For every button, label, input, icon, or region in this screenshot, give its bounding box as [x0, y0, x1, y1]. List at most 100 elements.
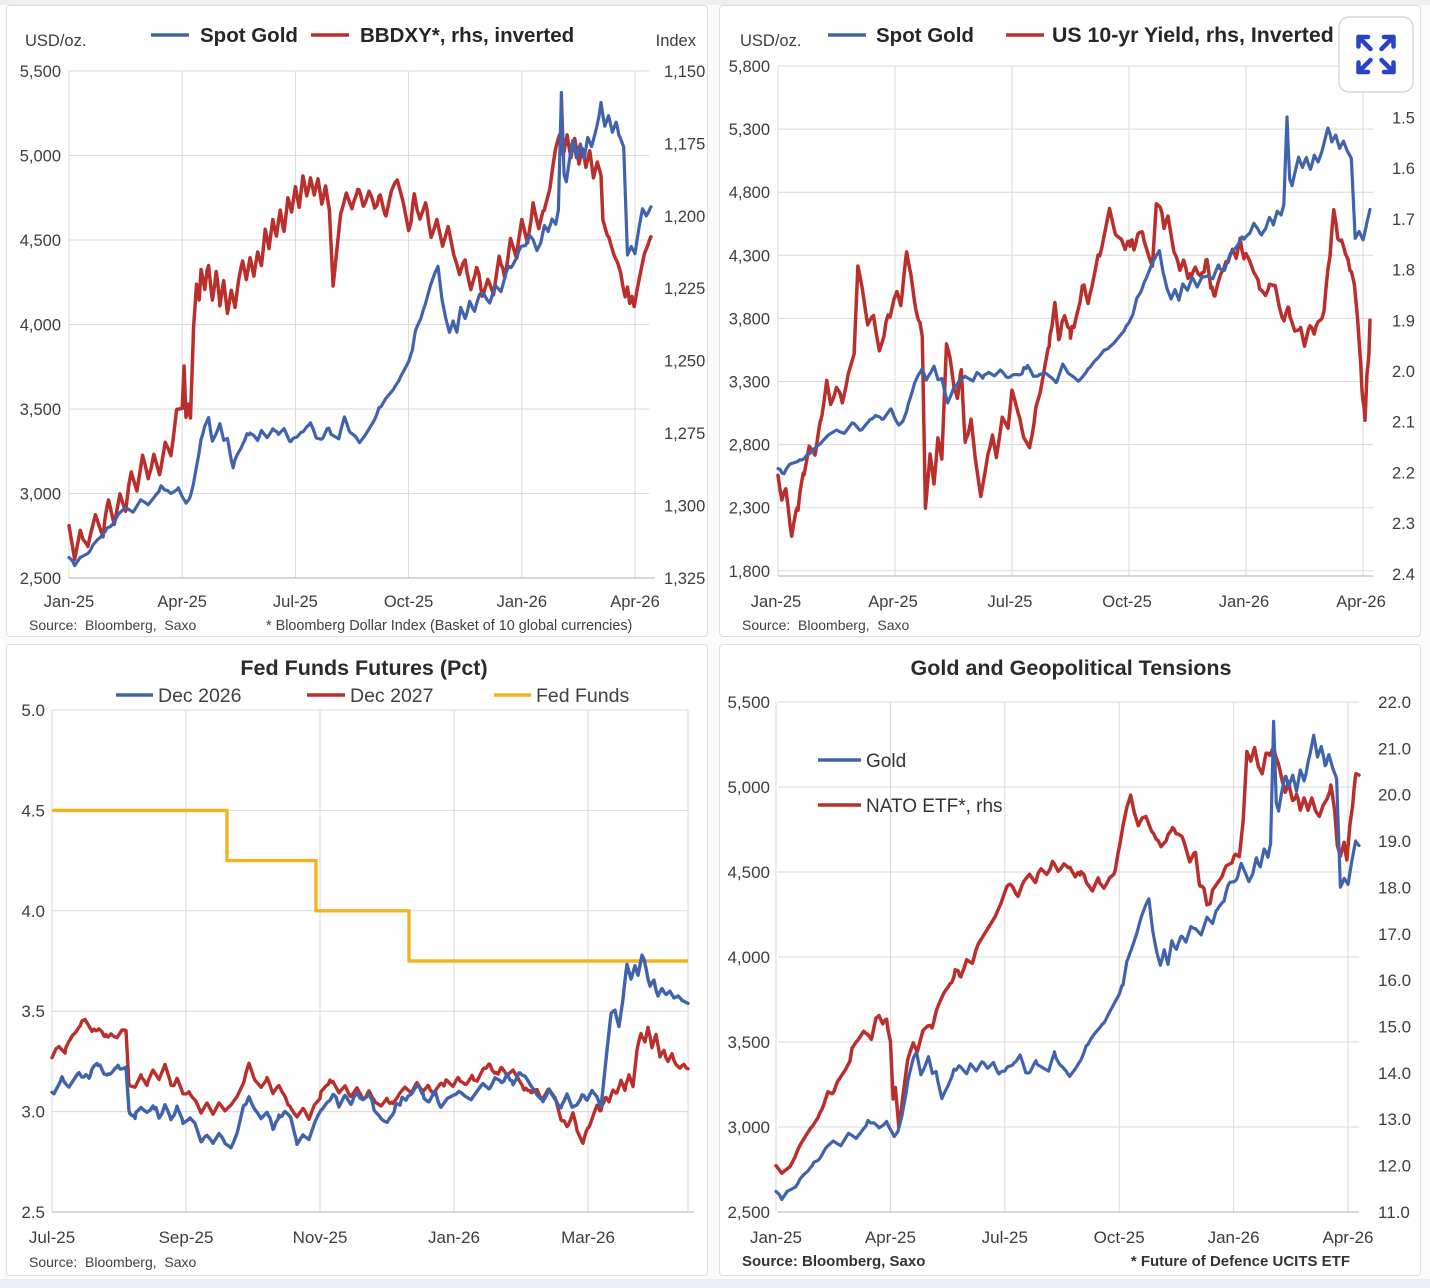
- svg-text:Apr-25: Apr-25: [865, 1228, 916, 1247]
- svg-text:5,000: 5,000: [727, 778, 770, 797]
- svg-text:4,800: 4,800: [729, 184, 770, 202]
- svg-text:Apr-26: Apr-26: [1336, 593, 1386, 611]
- svg-text:18.0: 18.0: [1378, 878, 1411, 897]
- svg-text:5,300: 5,300: [729, 121, 770, 139]
- svg-text:4.0: 4.0: [21, 902, 45, 921]
- svg-text:1,800: 1,800: [729, 563, 770, 581]
- svg-text:Jan-26: Jan-26: [428, 1228, 480, 1247]
- svg-text:* Bloomberg Dollar Index (Bask: * Bloomberg Dollar Index (Basket of 10 g…: [266, 618, 632, 634]
- svg-text:5,000: 5,000: [20, 148, 61, 166]
- svg-text:15.0: 15.0: [1378, 1018, 1411, 1037]
- svg-text:4,500: 4,500: [20, 232, 61, 250]
- svg-text:5.0: 5.0: [21, 701, 45, 720]
- svg-text:1.8: 1.8: [1392, 262, 1415, 280]
- svg-text:NATO ETF*, rhs: NATO ETF*, rhs: [866, 796, 1003, 817]
- svg-text:2,300: 2,300: [729, 500, 770, 518]
- svg-text:16.0: 16.0: [1378, 971, 1411, 990]
- svg-text:Apr-26: Apr-26: [610, 593, 660, 611]
- svg-text:Jan-25: Jan-25: [44, 593, 94, 611]
- svg-text:2.5: 2.5: [21, 1203, 45, 1222]
- svg-text:1,325: 1,325: [664, 570, 705, 588]
- svg-text:13.0: 13.0: [1378, 1110, 1411, 1129]
- svg-text:Spot Gold: Spot Gold: [876, 24, 974, 47]
- svg-text:11.0: 11.0: [1378, 1203, 1410, 1222]
- svg-text:Jul-25: Jul-25: [988, 593, 1033, 611]
- svg-text:5,500: 5,500: [20, 63, 61, 81]
- svg-text:1.7: 1.7: [1392, 211, 1415, 229]
- svg-text:2,500: 2,500: [20, 570, 61, 588]
- svg-text:Index: Index: [656, 32, 697, 50]
- svg-text:17.0: 17.0: [1378, 925, 1411, 944]
- svg-text:3.5: 3.5: [21, 1002, 45, 1021]
- svg-text:1.5: 1.5: [1392, 110, 1415, 128]
- svg-text:4,500: 4,500: [727, 863, 770, 882]
- svg-text:* Future of Defence UCITS ETF: * Future of Defence UCITS ETF: [1131, 1253, 1350, 1270]
- svg-text:3,000: 3,000: [727, 1118, 770, 1137]
- svg-text:2,500: 2,500: [727, 1203, 770, 1222]
- svg-text:20.0: 20.0: [1378, 786, 1411, 805]
- svg-text:Source: Bloomberg, Saxo: Source: Bloomberg, Saxo: [29, 1254, 197, 1270]
- svg-text:Mar-26: Mar-26: [561, 1228, 615, 1247]
- svg-text:Source: Bloomberg, Saxo: Source: Bloomberg, Saxo: [29, 617, 197, 633]
- svg-text:3,800: 3,800: [729, 310, 770, 328]
- svg-text:Gold: Gold: [866, 751, 906, 772]
- svg-text:1,225: 1,225: [664, 280, 705, 298]
- svg-text:Jan-25: Jan-25: [750, 1228, 802, 1247]
- svg-text:Jan-25: Jan-25: [751, 593, 801, 611]
- svg-text:Jul-25: Jul-25: [982, 1228, 1028, 1247]
- svg-text:Apr-26: Apr-26: [1322, 1228, 1373, 1247]
- svg-text:Jan-26: Jan-26: [497, 593, 547, 611]
- svg-text:Spot Gold: Spot Gold: [200, 24, 298, 47]
- svg-text:Fed Funds: Fed Funds: [536, 685, 629, 707]
- svg-text:1,275: 1,275: [664, 425, 705, 443]
- svg-text:1.9: 1.9: [1392, 312, 1415, 330]
- svg-text:4,300: 4,300: [729, 247, 770, 265]
- svg-text:Apr-25: Apr-25: [157, 593, 207, 611]
- svg-text:Apr-25: Apr-25: [868, 593, 918, 611]
- svg-text:Oct-25: Oct-25: [384, 593, 434, 611]
- svg-text:3.0: 3.0: [21, 1103, 45, 1122]
- svg-text:Nov-25: Nov-25: [293, 1228, 348, 1247]
- svg-text:Dec 2026: Dec 2026: [158, 685, 241, 707]
- svg-text:Jul-25: Jul-25: [273, 593, 318, 611]
- svg-text:5,500: 5,500: [727, 693, 770, 712]
- svg-text:Jul-25: Jul-25: [29, 1228, 75, 1247]
- svg-text:5,800: 5,800: [729, 58, 770, 76]
- svg-text:2.2: 2.2: [1392, 464, 1415, 482]
- svg-text:4.5: 4.5: [21, 801, 45, 820]
- svg-text:1,300: 1,300: [664, 497, 705, 515]
- svg-text:Fed Funds Futures (Pct): Fed Funds Futures (Pct): [240, 656, 487, 680]
- svg-text:4,000: 4,000: [727, 948, 770, 967]
- svg-text:Gold and Geopolitical Tensions: Gold and Geopolitical Tensions: [911, 656, 1232, 680]
- svg-text:Sep-25: Sep-25: [159, 1228, 214, 1247]
- svg-text:2.1: 2.1: [1392, 414, 1415, 432]
- svg-text:2.3: 2.3: [1392, 515, 1415, 533]
- svg-text:BBDXY*, rhs, inverted: BBDXY*, rhs, inverted: [360, 24, 574, 47]
- svg-text:1,250: 1,250: [664, 353, 705, 371]
- svg-text:3,300: 3,300: [729, 374, 770, 392]
- svg-text:US 10-yr Yield, rhs, Inverted: US 10-yr Yield, rhs, Inverted: [1052, 23, 1334, 47]
- svg-text:Source: Bloomberg, Saxo: Source: Bloomberg, Saxo: [742, 1253, 925, 1270]
- svg-text:USD/oz.: USD/oz.: [25, 32, 86, 50]
- svg-text:3,500: 3,500: [20, 401, 61, 419]
- svg-text:22.0: 22.0: [1378, 693, 1411, 712]
- svg-text:Jan-26: Jan-26: [1208, 1228, 1260, 1247]
- svg-text:Source: Bloomberg, Saxo: Source: Bloomberg, Saxo: [742, 617, 910, 633]
- svg-text:Oct-25: Oct-25: [1094, 1228, 1145, 1247]
- svg-text:USD/oz.: USD/oz.: [740, 32, 801, 50]
- svg-text:3,000: 3,000: [20, 486, 61, 504]
- svg-text:Jan-26: Jan-26: [1219, 593, 1269, 611]
- svg-text:Dec 2027: Dec 2027: [350, 685, 433, 707]
- svg-text:14.0: 14.0: [1378, 1064, 1411, 1083]
- svg-text:4,000: 4,000: [20, 317, 61, 335]
- svg-text:1,150: 1,150: [664, 63, 705, 81]
- svg-text:21.0: 21.0: [1378, 739, 1411, 758]
- svg-text:2.0: 2.0: [1392, 363, 1415, 381]
- svg-text:3,500: 3,500: [727, 1033, 770, 1052]
- svg-text:1.6: 1.6: [1392, 160, 1415, 178]
- svg-text:2,800: 2,800: [729, 437, 770, 455]
- svg-text:1,175: 1,175: [664, 135, 705, 153]
- svg-text:19.0: 19.0: [1378, 832, 1411, 851]
- svg-text:Oct-25: Oct-25: [1102, 593, 1152, 611]
- svg-text:1,200: 1,200: [664, 208, 705, 226]
